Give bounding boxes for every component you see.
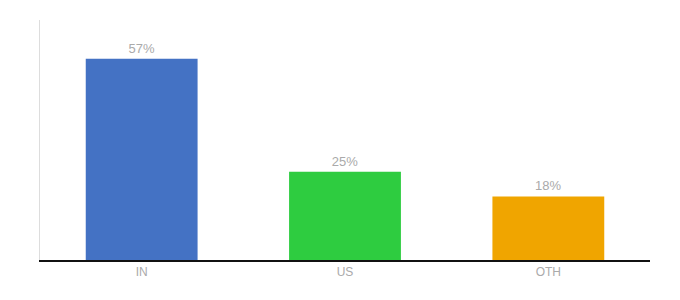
svg-text:US: US (337, 265, 354, 279)
svg-text:57%: 57% (128, 41, 154, 56)
svg-text:25%: 25% (332, 154, 358, 169)
svg-text:OTH: OTH (536, 265, 561, 279)
svg-text:18%: 18% (535, 178, 561, 193)
svg-text:IN: IN (136, 265, 148, 279)
